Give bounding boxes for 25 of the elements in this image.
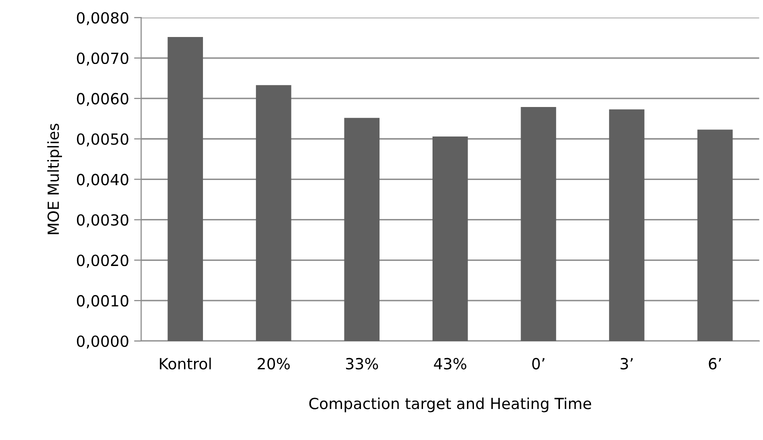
- x-tick-label: 3’: [620, 358, 633, 370]
- x-tick-label: 20%: [258, 358, 290, 370]
- bar: [344, 118, 380, 341]
- bar: [432, 136, 468, 341]
- y-tick-label: 0,0020: [76, 254, 128, 268]
- bar: [520, 106, 556, 341]
- bar: [609, 109, 644, 341]
- y-tick-label: 0,0050: [76, 133, 128, 146]
- x-tick-label: 6’: [708, 358, 721, 370]
- y-tick-label: 0,0040: [76, 174, 128, 187]
- x-tick-label: 0’: [532, 358, 544, 370]
- y-tick-label: 0,0030: [76, 214, 128, 228]
- bar: [697, 130, 733, 341]
- x-axis-title: Compaction target and Heating Time: [309, 397, 592, 412]
- x-tick-label: 33%: [346, 358, 378, 370]
- y-axis-title: MOE Multiplies: [47, 124, 62, 234]
- y-tick-label: 0,0000: [76, 335, 128, 349]
- y-tick-label: 0,0060: [76, 92, 128, 106]
- bar: [256, 85, 292, 341]
- x-tick-label: Kontrol: [160, 358, 211, 370]
- y-tick-label: 0,0080: [76, 12, 128, 26]
- x-tick-label: 43%: [434, 358, 466, 370]
- bar: [168, 37, 203, 341]
- y-tick-label: 0,0070: [76, 52, 128, 66]
- y-tick-label: 0,0010: [76, 295, 128, 308]
